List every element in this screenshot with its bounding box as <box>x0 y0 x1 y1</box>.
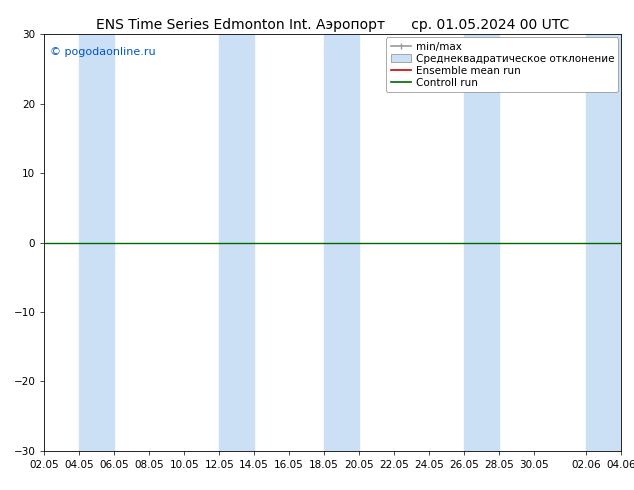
Bar <box>324 34 359 451</box>
Bar <box>79 34 114 451</box>
Legend: min/max, Среднеквадратическое отклонение, Ensemble mean run, Controll run: min/max, Среднеквадратическое отклонение… <box>386 37 618 92</box>
Title: ENS Time Series Edmonton Int. Аэропорт      ср. 01.05.2024 00 UTC: ENS Time Series Edmonton Int. Аэропорт с… <box>96 18 569 32</box>
Bar <box>219 34 254 451</box>
Text: © pogodaonline.ru: © pogodaonline.ru <box>50 47 156 57</box>
Bar <box>586 34 621 451</box>
Bar <box>464 34 499 451</box>
